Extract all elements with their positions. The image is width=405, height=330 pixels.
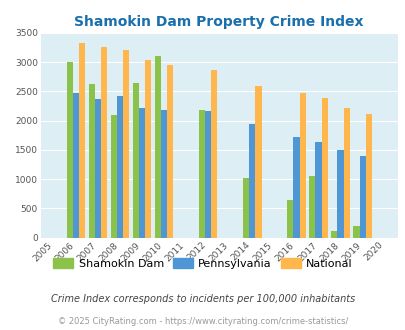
- Text: © 2025 CityRating.com - https://www.cityrating.com/crime-statistics/: © 2025 CityRating.com - https://www.city…: [58, 317, 347, 326]
- Bar: [337, 150, 343, 238]
- Text: Crime Index corresponds to incidents per 100,000 inhabitants: Crime Index corresponds to incidents per…: [51, 294, 354, 304]
- Bar: [123, 50, 129, 238]
- Bar: [139, 109, 145, 238]
- Bar: [352, 226, 358, 238]
- Bar: [72, 93, 79, 238]
- Bar: [161, 110, 167, 238]
- Bar: [205, 111, 211, 238]
- Bar: [88, 84, 95, 238]
- Bar: [330, 231, 337, 238]
- Bar: [315, 142, 321, 238]
- Bar: [132, 83, 139, 238]
- Bar: [167, 65, 173, 238]
- Bar: [198, 110, 205, 238]
- Bar: [255, 85, 261, 238]
- Bar: [145, 60, 151, 238]
- Bar: [321, 98, 327, 238]
- Bar: [66, 62, 72, 238]
- Bar: [249, 124, 255, 238]
- Bar: [309, 176, 315, 238]
- Bar: [154, 56, 161, 238]
- Bar: [286, 200, 293, 238]
- Bar: [79, 43, 85, 238]
- Bar: [243, 178, 249, 238]
- Bar: [358, 156, 365, 238]
- Bar: [293, 137, 299, 238]
- Bar: [211, 70, 217, 238]
- Bar: [95, 99, 101, 238]
- Bar: [111, 115, 117, 238]
- Bar: [365, 114, 371, 238]
- Bar: [299, 93, 305, 238]
- Title: Shamokin Dam Property Crime Index: Shamokin Dam Property Crime Index: [74, 15, 363, 29]
- Bar: [101, 47, 107, 238]
- Legend: Shamokin Dam, Pennsylvania, National: Shamokin Dam, Pennsylvania, National: [49, 254, 356, 273]
- Bar: [343, 109, 349, 238]
- Bar: [117, 96, 123, 238]
